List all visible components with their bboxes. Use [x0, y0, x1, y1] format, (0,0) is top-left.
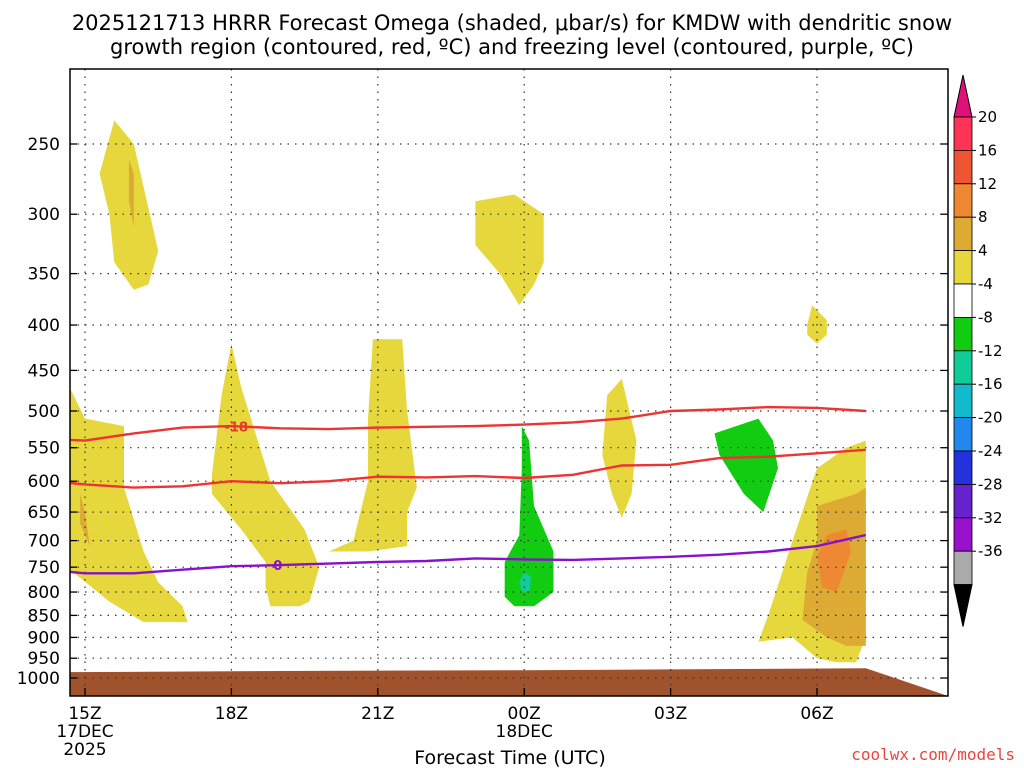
colorbar-label: -28 [978, 475, 1003, 493]
colorbar-label: -8 [978, 308, 993, 326]
colorbar-label: -12 [978, 342, 1003, 360]
colorbar-label: -16 [978, 375, 1003, 393]
colorbar-label: -32 [978, 509, 1003, 527]
y-tick-label: 450 [28, 361, 60, 381]
y-tick-label: 900 [28, 628, 60, 648]
colorbar-swatch [953, 250, 973, 285]
x-tick-label: 06Z [800, 704, 833, 724]
colorbar-label: 12 [978, 175, 997, 193]
omega-pos-core [128, 159, 134, 227]
omega-shading-layer [70, 120, 866, 663]
colorbar: 20 16 12 8 4 -4 -8 -12 -16 -20 -24 -28 -32 -36 [953, 74, 1003, 627]
chart-title-line-1: 2025121713 HRRR Forecast Omega (shaded, … [72, 11, 952, 35]
colorbar-swatch [953, 350, 973, 385]
x-tick-label: 00Z [508, 704, 541, 724]
x-tick-label: 21Z [361, 704, 394, 724]
y-tick-label: 400 [28, 316, 60, 336]
omega-pos-region [99, 120, 159, 290]
omega-pos-region [475, 194, 544, 306]
omega-pos-region [70, 388, 188, 623]
colorbar-label: 8 [978, 208, 988, 226]
freezing-level-contour [70, 533, 867, 575]
x-tick-label: 17DEC [56, 722, 113, 742]
colorbar-swatch [953, 316, 973, 352]
plot-frame [69, 68, 949, 697]
y-tick-label: 700 [28, 532, 60, 552]
y-tick-label: 1000 [17, 669, 60, 689]
colorbar-swatch [953, 149, 973, 185]
colorbar-label: 4 [978, 242, 988, 260]
colorbar-swatch [953, 517, 973, 552]
colorbar-bottom-arrow [953, 584, 973, 627]
colorbar-swatch [953, 283, 973, 318]
contour-layer: -18-120 [70, 405, 867, 575]
colorbar-top-arrow [953, 74, 973, 118]
dgz-top-contour [70, 405, 866, 442]
x-tick-label: 2025 [63, 740, 106, 760]
dgz-bottom-contour [70, 448, 866, 489]
x-tick-label: 03Z [654, 704, 687, 724]
contour-label: 0 [273, 559, 282, 574]
terrain-layer [70, 668, 948, 696]
y-tick-label: 550 [28, 439, 60, 459]
omega-pos-region [211, 343, 320, 607]
y-tick-label: 600 [28, 472, 60, 492]
colorbar-swatch [953, 383, 973, 419]
y-axis: 2503003504004505005506006507007508008509… [17, 135, 948, 689]
y-tick-label: 650 [28, 503, 60, 523]
omega-pos-region [329, 339, 417, 552]
x-tick-label: 15Z [68, 704, 101, 724]
colorbar-swatch [953, 450, 973, 485]
colorbar-swatch [953, 417, 973, 452]
omega-neg-core [519, 572, 532, 592]
y-tick-label: 950 [28, 649, 60, 669]
y-tick-label: 250 [28, 135, 60, 155]
chart-title-line-2: growth region (contoured, red, ºC) and f… [110, 35, 914, 59]
omega-neg-region [714, 418, 778, 513]
colorbar-label: -24 [978, 442, 1003, 460]
colorbar-swatch [953, 183, 973, 218]
colorbar-swatch [953, 216, 973, 251]
colorbar-label: 20 [978, 108, 997, 126]
colorbar-label: -20 [978, 409, 1003, 427]
colorbar-label: -36 [978, 542, 1003, 560]
y-tick-label: 300 [28, 205, 60, 225]
colorbar-swatch [953, 483, 973, 519]
x-axis-label: Forecast Time (UTC) [414, 747, 605, 768]
y-tick-label: 350 [28, 265, 60, 285]
y-tick-label: 500 [28, 402, 60, 422]
contour-label: -18 [225, 420, 249, 435]
x-tick-label: 18DEC [496, 722, 553, 742]
colorbar-swatch [953, 116, 973, 151]
omega-neg-region [504, 426, 554, 607]
y-tick-label: 750 [28, 558, 60, 578]
x-tick-label: 18Z [215, 704, 248, 724]
y-tick-label: 850 [28, 606, 60, 626]
site-credit: coolwx.com/models [851, 745, 1015, 764]
terrain-fill [70, 668, 948, 696]
colorbar-swatch [953, 550, 973, 586]
omega-pos-region [602, 378, 637, 518]
colorbar-label: 16 [978, 141, 997, 159]
y-tick-label: 800 [28, 583, 60, 603]
colorbar-label: -4 [978, 275, 993, 293]
